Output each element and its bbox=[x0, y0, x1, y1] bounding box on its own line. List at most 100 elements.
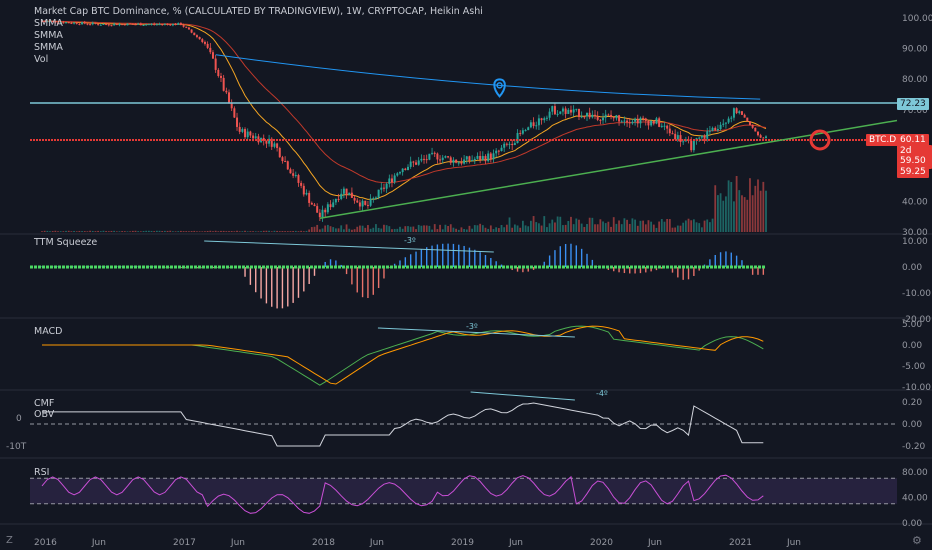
ttm-bar bbox=[479, 252, 481, 267]
candle bbox=[49, 21, 52, 23]
candle bbox=[495, 150, 498, 154]
rsi-label[interactable]: RSI bbox=[34, 467, 50, 478]
volume-bar bbox=[369, 228, 372, 232]
volume-bar bbox=[113, 230, 116, 232]
volume-bar bbox=[396, 228, 399, 232]
ttm-bar bbox=[313, 267, 316, 276]
candle bbox=[690, 140, 693, 151]
ttm-bar bbox=[345, 267, 348, 275]
ttm-bar bbox=[292, 267, 294, 303]
volume-bar bbox=[439, 224, 441, 232]
candle bbox=[163, 23, 166, 25]
indicator-smma-2[interactable]: SMMA bbox=[34, 30, 63, 41]
candle bbox=[738, 111, 741, 114]
volume-bar bbox=[70, 231, 73, 232]
ttm-squeeze-label[interactable]: TTM Squeeze bbox=[34, 237, 98, 248]
volume-bar bbox=[110, 230, 113, 232]
candle bbox=[639, 117, 642, 124]
ttm-bar bbox=[367, 267, 369, 299]
candle bbox=[634, 118, 637, 122]
candle bbox=[631, 121, 634, 124]
candle bbox=[452, 159, 455, 163]
volume-bar bbox=[476, 225, 479, 232]
candle bbox=[409, 161, 412, 167]
divergence-line bbox=[470, 391, 575, 401]
ttm-bar bbox=[527, 267, 529, 272]
candle bbox=[393, 175, 396, 183]
obv-label[interactable]: OBV bbox=[34, 409, 55, 420]
candle bbox=[567, 109, 570, 114]
candle bbox=[481, 156, 484, 160]
log-scale-toggle[interactable]: Z bbox=[6, 535, 13, 546]
volume-bar bbox=[310, 227, 313, 232]
volume-bar bbox=[158, 230, 161, 232]
volume-bar bbox=[447, 225, 449, 232]
candle bbox=[540, 118, 543, 121]
volume-bar bbox=[455, 228, 457, 232]
volume-bar bbox=[273, 230, 276, 232]
volume-bar bbox=[401, 228, 404, 232]
candle bbox=[369, 198, 372, 206]
volume-bar bbox=[623, 218, 626, 232]
settings-gear-icon[interactable]: ⚙ bbox=[912, 534, 922, 547]
volume-bar bbox=[172, 231, 174, 232]
candle bbox=[503, 143, 506, 148]
candle bbox=[668, 128, 671, 134]
candle bbox=[246, 131, 249, 138]
indicator-smma-1[interactable]: SMMA bbox=[34, 18, 63, 29]
candle bbox=[236, 117, 239, 127]
ttm-bar bbox=[532, 267, 535, 270]
candle bbox=[313, 204, 316, 207]
volume-bar bbox=[586, 223, 588, 232]
volume-bar bbox=[644, 224, 647, 232]
volume-bar bbox=[169, 230, 172, 232]
ttm-bar bbox=[564, 244, 567, 267]
volume-bar bbox=[409, 226, 412, 232]
candle bbox=[455, 159, 458, 163]
indicator-smma-3[interactable]: SMMA bbox=[34, 42, 63, 53]
candle bbox=[577, 108, 580, 118]
volume-bar bbox=[185, 231, 188, 232]
ttm-bar bbox=[324, 261, 326, 267]
candle bbox=[663, 125, 666, 127]
volume-bar bbox=[449, 224, 452, 232]
volume-bar bbox=[193, 230, 196, 232]
indicator-volume[interactable]: Vol bbox=[34, 54, 49, 65]
volume-bar bbox=[262, 230, 265, 232]
x-tick-label: 2018 bbox=[312, 538, 335, 548]
level-tag-b: 59.25 bbox=[897, 166, 929, 178]
volume-bar bbox=[326, 224, 329, 232]
volume-bar bbox=[391, 229, 393, 232]
volume-bar bbox=[503, 227, 506, 232]
candle bbox=[147, 24, 150, 26]
candle bbox=[415, 162, 418, 165]
macd-label[interactable]: MACD bbox=[34, 326, 63, 337]
volume-bar bbox=[674, 227, 677, 232]
volume-bar bbox=[257, 231, 260, 232]
ttm-bar bbox=[757, 267, 759, 275]
candle bbox=[145, 24, 148, 26]
volume-bar bbox=[741, 195, 743, 232]
candle bbox=[642, 117, 645, 119]
volume-bar bbox=[75, 231, 78, 232]
ttm-bar bbox=[447, 243, 449, 267]
candle bbox=[460, 162, 463, 164]
volume-bar bbox=[612, 217, 615, 232]
volume-bar bbox=[308, 229, 311, 232]
volume-bar bbox=[492, 229, 495, 232]
candle bbox=[516, 132, 519, 144]
x-tick-label: Jun bbox=[786, 538, 801, 548]
volume-bar bbox=[206, 230, 209, 232]
candle bbox=[412, 161, 415, 163]
ttm-bar bbox=[719, 252, 722, 267]
ttm-bar bbox=[543, 261, 545, 267]
volume-bar bbox=[332, 227, 335, 232]
cmf-label[interactable]: CMF bbox=[34, 398, 55, 409]
volume-bar bbox=[383, 224, 385, 232]
volume-bar bbox=[153, 231, 156, 232]
candle bbox=[318, 212, 321, 218]
candle bbox=[238, 126, 241, 132]
ttm-bar bbox=[751, 267, 754, 275]
volume-bar bbox=[733, 201, 735, 232]
